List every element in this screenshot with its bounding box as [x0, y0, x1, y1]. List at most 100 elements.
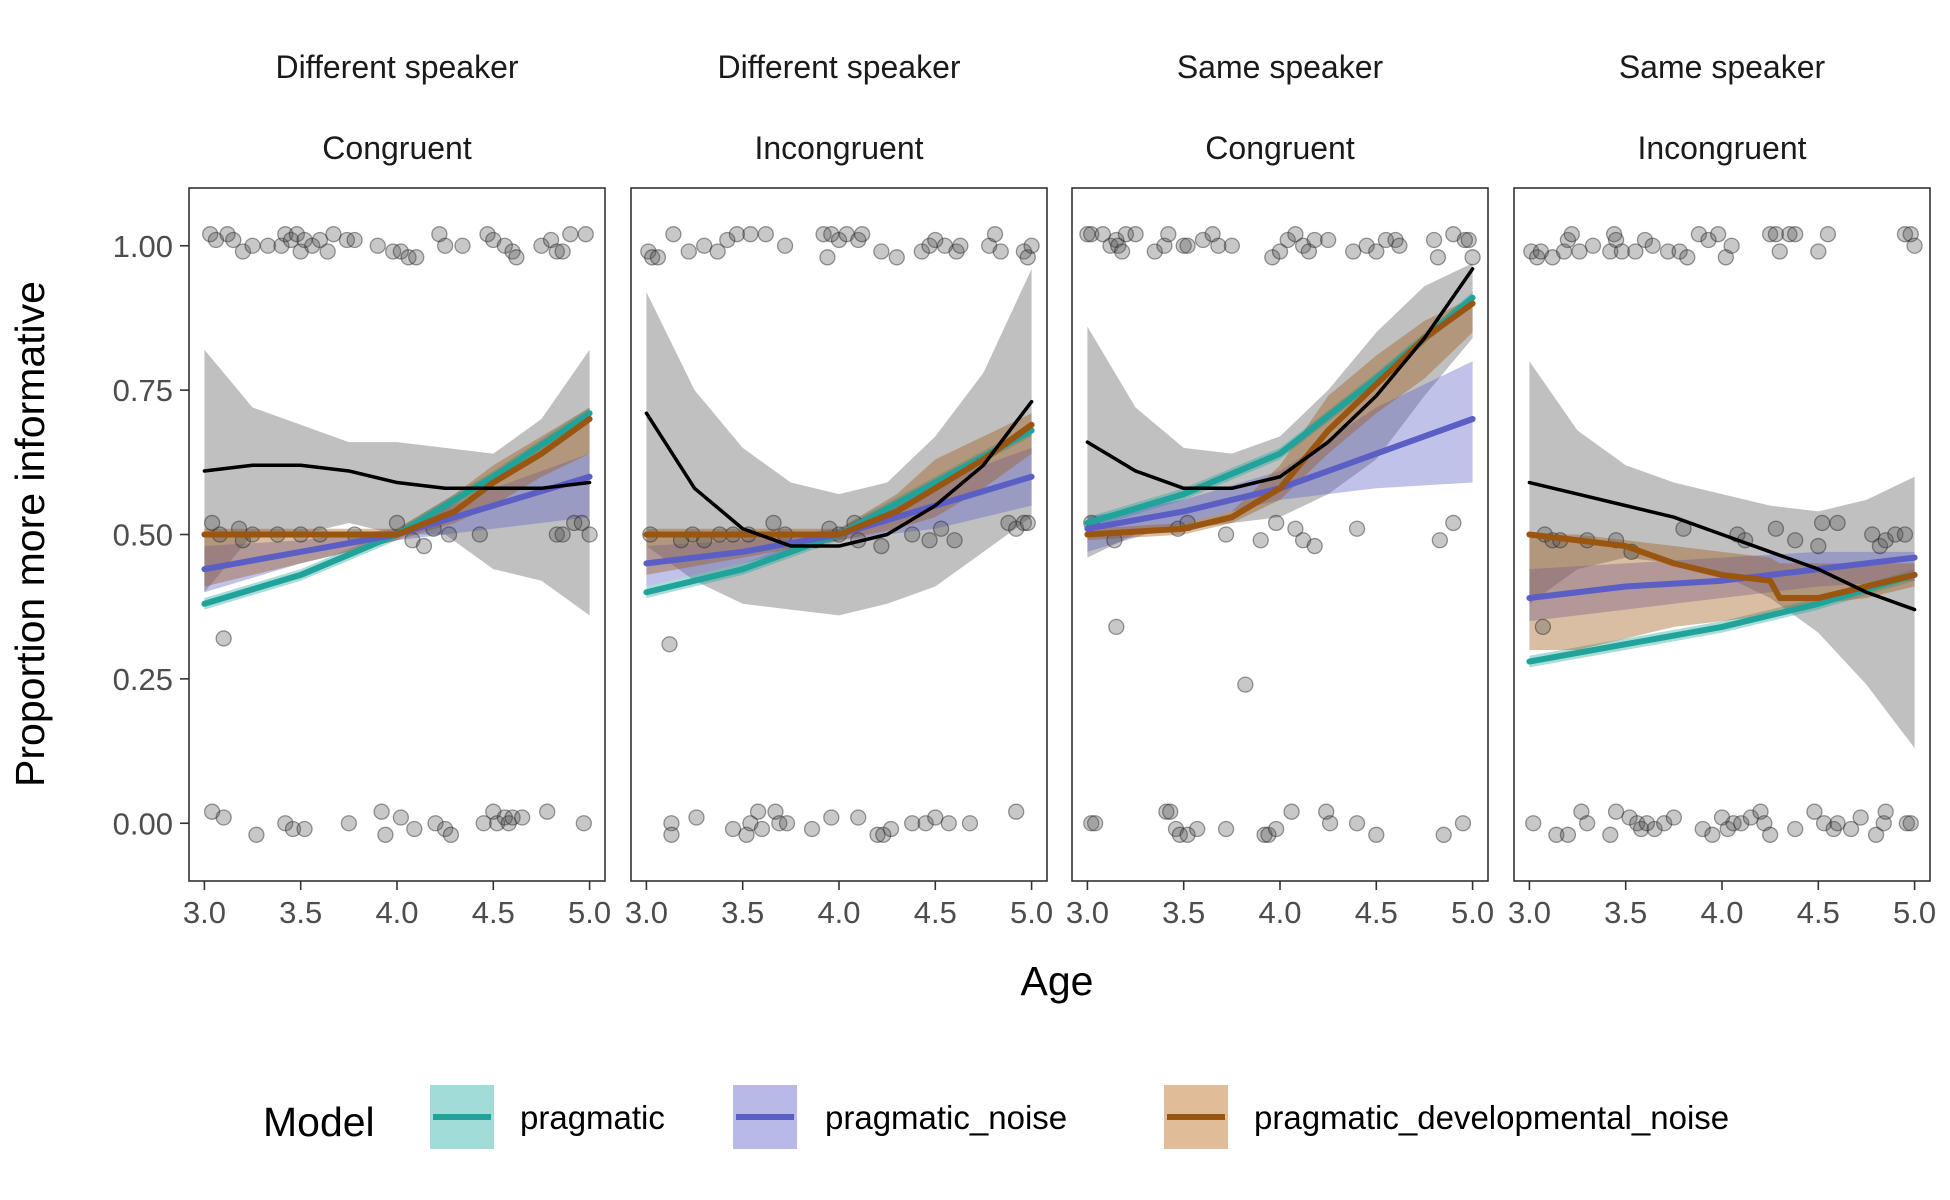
data-point: [1445, 226, 1462, 243]
data-point: [431, 226, 448, 243]
data-point: [1223, 237, 1241, 254]
data-point: [1646, 820, 1663, 838]
data-point: [1842, 820, 1860, 838]
data-point: [913, 243, 930, 260]
data-point: [1358, 237, 1375, 254]
data-point: [215, 809, 232, 826]
data-point: [992, 243, 1009, 260]
line-pragmatic: [1526, 571, 1918, 665]
data-point: [1902, 815, 1919, 832]
data-point: [946, 532, 963, 549]
x-tick-label: 5.0: [568, 895, 611, 930]
data-point: [1709, 226, 1727, 243]
data-point: [738, 826, 755, 843]
data-point: [288, 226, 306, 243]
data-point: [1204, 226, 1221, 243]
data-point: [1306, 231, 1323, 249]
strip-label-speaker: Same speaker: [1177, 49, 1384, 85]
data-point: [1108, 231, 1125, 249]
panel-2: Different speaker Incongruent 3.0 3.5 4.0 4.5…: [625, 49, 1053, 930]
data-point: [649, 249, 667, 266]
data-point: [471, 526, 488, 543]
ribbon-pragmatic-developmental-noise: [204, 407, 590, 587]
data-point: [709, 243, 726, 260]
data-point: [400, 249, 417, 266]
data-point: [554, 243, 571, 260]
data-point: [203, 803, 221, 820]
data-point: [1877, 803, 1894, 820]
data-point: [986, 226, 1004, 243]
data-point: [1171, 826, 1189, 843]
empirical-fit-line: [644, 399, 1034, 548]
data-point: [1584, 237, 1602, 254]
data-point: [1267, 820, 1285, 838]
data-point: [1887, 526, 1904, 543]
data-point: [392, 243, 410, 260]
data-point: [566, 514, 583, 532]
data-point: [1162, 803, 1179, 820]
data-point: [1815, 815, 1833, 832]
data-point: [1767, 520, 1785, 537]
data-point: [1210, 237, 1227, 254]
data-point: [548, 526, 566, 543]
data-point: [1761, 226, 1779, 243]
data-point: [1700, 231, 1717, 249]
data-point: [1391, 237, 1408, 254]
data-point: [742, 226, 759, 243]
data-point: [244, 237, 261, 254]
data-point: [1717, 249, 1735, 266]
data-point: [296, 231, 313, 249]
data-point: [1679, 249, 1696, 266]
data-point: [753, 820, 771, 838]
data-point: [850, 809, 867, 826]
data-point: [1877, 532, 1894, 549]
data-point: [819, 249, 836, 266]
panel-4: Same speaker Incongruent 3.0 3.5 4.0 4.5 5.0: [1508, 49, 1936, 930]
data-point: [1544, 249, 1561, 266]
data-point: [853, 226, 871, 243]
data-point: [454, 237, 471, 254]
plot-area: [640, 226, 1040, 843]
x-tick-label: 3.5: [1162, 895, 1205, 930]
data-point: [1279, 231, 1296, 249]
data-point: [581, 526, 598, 543]
data-point: [1435, 826, 1452, 843]
data-point: [1767, 226, 1785, 243]
data-point: [542, 231, 560, 249]
data-point: [496, 809, 514, 826]
data-point: [1368, 826, 1385, 843]
legend-label: pragmatic: [520, 1099, 665, 1136]
data-point: [504, 243, 521, 260]
data-point: [1008, 803, 1025, 820]
data-point: [888, 249, 905, 266]
data-point: [1723, 237, 1740, 254]
data-point: [1158, 803, 1175, 820]
ribbon-pragmatic-noise: [1087, 361, 1473, 552]
data-point: [436, 820, 454, 838]
data-point: [1146, 243, 1163, 260]
data-point: [225, 231, 242, 249]
data-point: [961, 815, 979, 832]
data-point: [514, 809, 531, 826]
data-point: [1559, 231, 1577, 249]
data-point: [1607, 231, 1625, 249]
data-point: [1806, 803, 1823, 820]
data-point: [757, 226, 774, 243]
legend-title: Model: [263, 1099, 375, 1145]
data-point: [1621, 809, 1638, 826]
data-point: [1690, 226, 1708, 243]
line-pragmatic-developmental-noise: [643, 421, 1035, 538]
data-point: [1528, 249, 1546, 266]
data-point: [882, 820, 900, 838]
data-point: [1348, 520, 1366, 537]
data-point: [442, 826, 460, 843]
data-point: [663, 826, 680, 843]
data-point: [539, 803, 556, 820]
legend-item-pragmatic-noise: pragmatic_noise: [733, 1085, 1067, 1149]
data-point: [1156, 237, 1173, 254]
data-point: [767, 803, 784, 820]
empirical-fit-line: [202, 463, 592, 491]
data-point: [776, 237, 794, 254]
y-axis-title: Proportion more informative: [7, 281, 53, 787]
data-point: [1771, 243, 1788, 260]
